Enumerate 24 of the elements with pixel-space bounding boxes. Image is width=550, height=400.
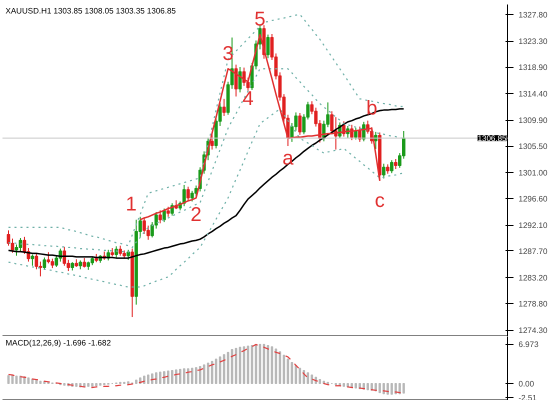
- y-tick-label: 1296.60: [518, 194, 548, 204]
- y-tick-label: 1278.80: [518, 299, 548, 308]
- y-tick-label: 1305.50: [518, 142, 548, 152]
- y-tick-label: 1327.80: [518, 10, 548, 20]
- y-tick-label: 1314.40: [518, 90, 548, 99]
- y-tick-label: 1301.00: [518, 168, 548, 178]
- y-tick-label: 1287.70: [518, 246, 548, 256]
- y-tick-label: 1323.30: [518, 37, 548, 46]
- annotation: 4: [242, 88, 254, 110]
- y-tick-label: 1309.90: [518, 116, 548, 126]
- y-tick-label: 6.973: [518, 340, 540, 350]
- chart-title: XAUUSD.H1 1303.85 1308.05 1303.35 1306.85: [6, 6, 176, 16]
- ref-line-label: 1306.85: [478, 134, 508, 144]
- chart-title: MACD(12,26,9) -1.696 -1.682: [6, 338, 112, 348]
- annotation: 5: [254, 8, 266, 31]
- y-tick-label: 1283.20: [518, 274, 548, 283]
- annotation: c: [374, 190, 385, 212]
- y-tick-label: 1274.30: [518, 326, 548, 336]
- y-tick-label: 1318.90: [518, 63, 548, 72]
- y-tick-label: 0.00: [518, 380, 535, 389]
- y-tick-label: 1292.10: [518, 221, 548, 230]
- annotation: 1: [126, 194, 137, 216]
- annotation: 2: [190, 204, 202, 226]
- annotation: a: [282, 147, 294, 170]
